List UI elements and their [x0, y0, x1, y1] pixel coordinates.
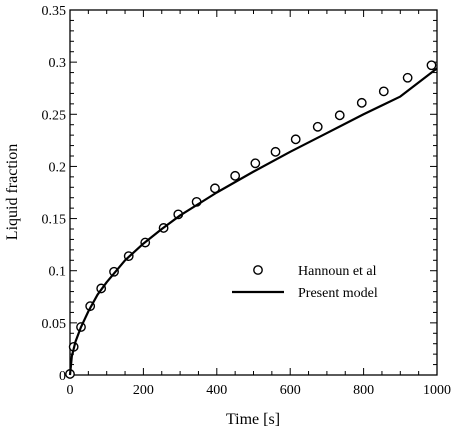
- x-tick-label: 200: [133, 383, 154, 398]
- data-point: [270, 146, 281, 157]
- data-point: [312, 121, 323, 132]
- y-tick-label: 0.35: [42, 4, 67, 19]
- x-tick-label: 600: [280, 383, 301, 398]
- y-tick-label: 0.3: [49, 56, 67, 71]
- y-tick-label: 0.25: [42, 108, 67, 123]
- y-tick-label: 0.15: [42, 213, 67, 228]
- legend-label: Present model: [298, 286, 378, 301]
- data-point: [230, 170, 241, 181]
- data-point: [250, 158, 261, 169]
- y-tick-label: 0.2: [49, 160, 67, 175]
- present-model-line: [68, 67, 438, 376]
- data-point: [402, 72, 413, 83]
- ticks: [69, 9, 438, 376]
- legend-entry: Hannoun et al: [253, 264, 377, 279]
- legend: Hannoun et al Present model: [232, 264, 378, 301]
- plot-frame: [69, 9, 438, 376]
- y-tick-label: 0: [59, 369, 66, 384]
- data-point: [334, 110, 345, 121]
- x-tick-label: 800: [353, 383, 374, 398]
- data-point: [290, 134, 301, 145]
- tick-labels: 0 200 400 600 800 1000 0 0.05 0.1 0.15 0.2 0.25 0.3 0…: [42, 4, 452, 398]
- legend-label: Hannoun et al: [298, 264, 377, 279]
- data-point: [356, 97, 367, 108]
- x-tick-label: 0: [67, 383, 74, 398]
- x-tick-label: 400: [206, 383, 227, 398]
- series-scatter: [65, 60, 437, 379]
- series-layer: [65, 60, 438, 379]
- y-tick-label: 0.1: [49, 265, 67, 280]
- series-line: [68, 67, 438, 376]
- x-axis-title: Time [s]: [226, 411, 280, 428]
- data-point: [378, 86, 389, 97]
- y-tick-label: 0.05: [42, 317, 67, 332]
- legend-entry: Present model: [232, 286, 378, 301]
- y-axis-title: Liquid fraction: [4, 144, 21, 240]
- legend-circle-swatch: [253, 265, 263, 275]
- data-point: [426, 60, 437, 71]
- x-tick-label: 1000: [423, 383, 451, 398]
